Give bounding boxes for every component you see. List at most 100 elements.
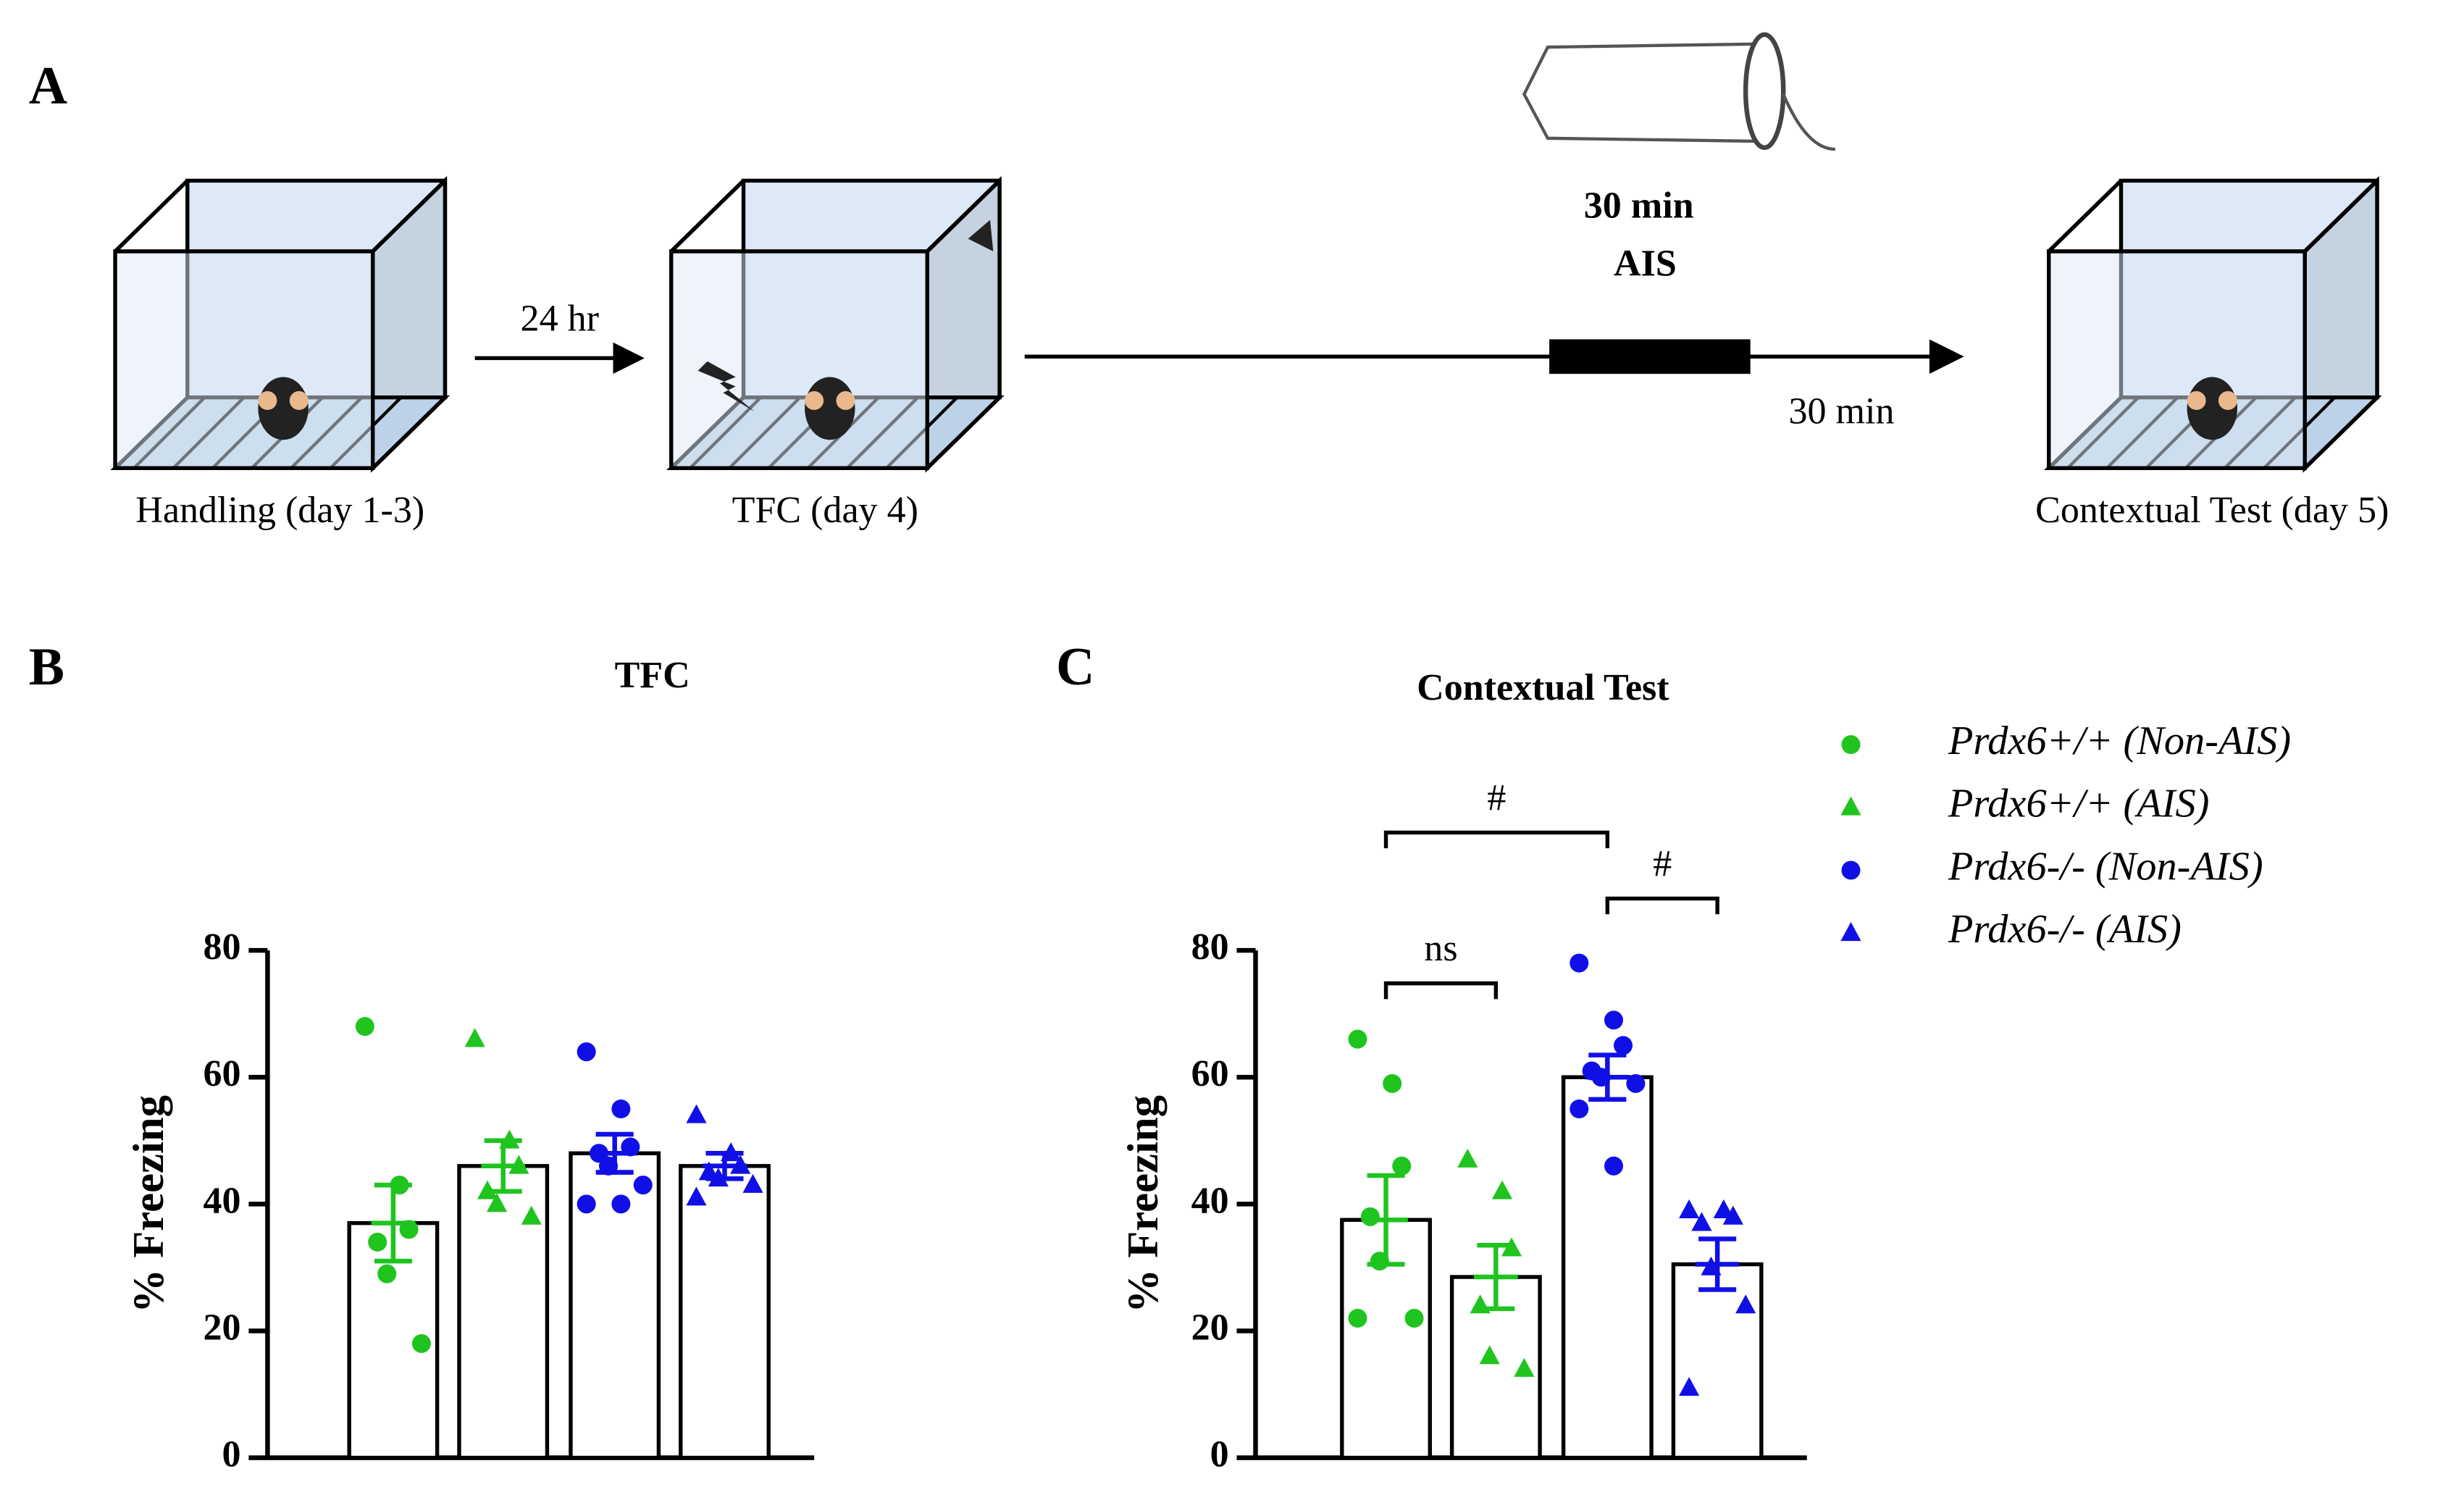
step-label: Handling (day 1-3) [135, 490, 424, 531]
data-point [521, 1205, 542, 1225]
y-tick-label: 20 [1191, 1307, 1229, 1348]
panel-a: A Handling (day 1-3) 24 hr [29, 32, 2389, 531]
data-point [1722, 1205, 1743, 1225]
y-tick-label: 0 [1210, 1434, 1229, 1475]
tone-icon [968, 219, 994, 251]
data-point [355, 1017, 374, 1036]
data-point [464, 1028, 485, 1047]
arrowhead [613, 342, 645, 374]
data-point [1348, 1308, 1367, 1328]
mouse-ear [836, 391, 855, 411]
data-point [611, 1194, 631, 1214]
cage-edge [114, 179, 189, 253]
data-point [1348, 1029, 1367, 1049]
error-bar [1473, 1243, 1518, 1312]
data-point [742, 1173, 763, 1193]
step-label: Contextual Test (day 5) [2035, 490, 2389, 531]
bar [1671, 1262, 1764, 1460]
y-tick-label: 20 [203, 1307, 240, 1348]
stress-label: AIS [1614, 243, 1677, 285]
data-point [611, 1099, 631, 1119]
bar [679, 1164, 771, 1460]
error-bar [1364, 1173, 1408, 1267]
data-point [377, 1264, 397, 1283]
mouse-ear [2218, 391, 2237, 411]
data-point [1457, 1148, 1478, 1168]
y-axis-label: % Freezing [125, 1095, 173, 1313]
error-bar [1585, 1052, 1630, 1102]
y-tick-label: 40 [203, 1180, 240, 1221]
data-point [1679, 1199, 1700, 1218]
data-point [1514, 1357, 1535, 1377]
data-point [1383, 1073, 1402, 1093]
data-point [1404, 1308, 1424, 1328]
data-point [1392, 1156, 1412, 1176]
stress-block [1549, 339, 1751, 374]
interval-label: 30 min [1788, 390, 1894, 432]
data-point [1570, 1099, 1589, 1119]
cage-edge [2303, 179, 2379, 253]
cage-edge [2047, 179, 2123, 253]
data-point [1570, 953, 1589, 973]
data-point [1679, 1377, 1700, 1396]
y-tick-label: 0 [222, 1434, 240, 1475]
legend-marker [1840, 796, 1861, 816]
mouse-ear [2187, 391, 2206, 411]
mouse-ear [805, 391, 824, 411]
data-point [1713, 1199, 1734, 1218]
cage-edge [926, 179, 1001, 253]
data-point [1691, 1212, 1712, 1231]
error-bar [371, 1182, 416, 1264]
cage-front [669, 249, 929, 470]
panel-label: C [1056, 637, 1094, 696]
stress-duration: 30 min [1584, 185, 1694, 226]
cage-front [2047, 249, 2307, 470]
interval-label: 24 hr [521, 298, 599, 340]
data-point [633, 1176, 653, 1195]
legend-label: Prdx6-/- (Non-AIS) [1948, 844, 2263, 889]
significance-bracket [1605, 896, 1719, 915]
chart-title: Contextual Test [1417, 667, 1669, 708]
cage-edge [669, 179, 745, 253]
data-point [1626, 1073, 1646, 1093]
legend-marker [1840, 922, 1861, 942]
bar [1561, 1075, 1654, 1460]
significance-bracket [1383, 830, 1610, 849]
significance-label: # [1653, 843, 1672, 884]
data-point [686, 1186, 707, 1206]
data-point [577, 1042, 596, 1062]
data-point [686, 1104, 707, 1123]
tube-body [1522, 42, 1769, 143]
data-point [1604, 1156, 1624, 1176]
step-label: TFC (day 4) [732, 490, 918, 531]
chart: C Contextual Test % Freezing 0 20 40 60 80 # # ns P… [1056, 637, 2291, 1475]
legend-label: Prdx6-/- (AIS) [1948, 907, 2182, 952]
y-axis-label: % Freezing [1119, 1095, 1168, 1313]
chart-title: TFC [615, 655, 690, 696]
cage [110, 175, 451, 473]
data-point [1604, 1010, 1624, 1030]
cage-front [113, 249, 375, 470]
error-bar [703, 1151, 747, 1181]
data-point [368, 1232, 387, 1252]
error-bar [481, 1138, 526, 1194]
error-bar [1695, 1236, 1740, 1292]
significance-label: # [1487, 777, 1506, 818]
tail [1782, 93, 1835, 151]
significance-bracket [1383, 981, 1499, 1000]
data-point [1479, 1345, 1500, 1365]
y-tick-label: 60 [203, 1053, 240, 1094]
panel-label: A [29, 56, 67, 115]
cage-edge [371, 179, 447, 253]
cage [2044, 175, 2382, 473]
data-point [486, 1193, 508, 1212]
significance-label: ns [1424, 928, 1457, 969]
panel-label: B [29, 637, 64, 696]
arrowhead [1929, 339, 1964, 374]
data-point [411, 1333, 431, 1353]
data-point [1360, 1207, 1380, 1226]
data-point [1614, 1036, 1633, 1055]
data-point [1735, 1294, 1756, 1314]
shock-icon [697, 361, 755, 412]
